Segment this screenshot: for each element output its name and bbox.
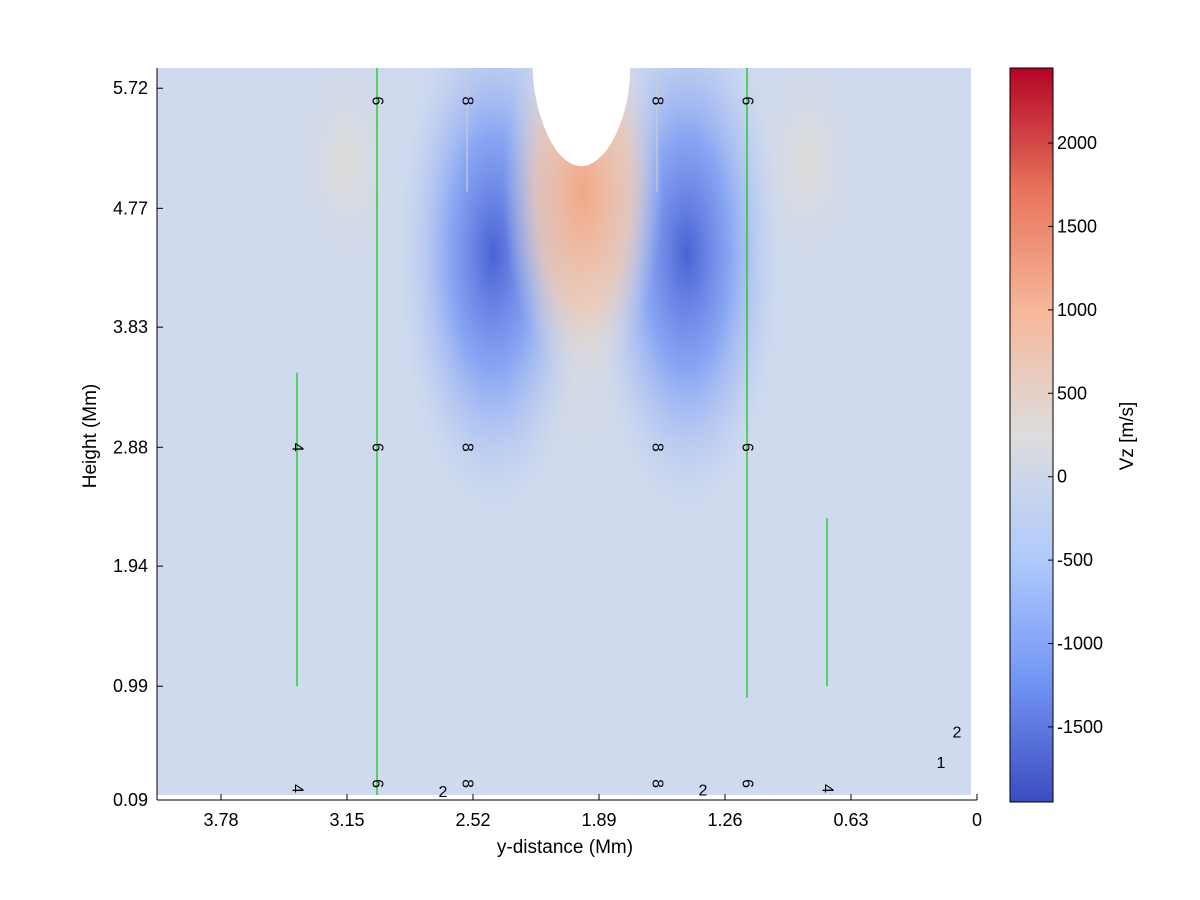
y-axis-ticks: 0.09 0.99 1.94 2.88 3.83 4.77 5.72 — [113, 78, 163, 810]
y-axis-label: Height (Mm) — [80, 384, 101, 489]
x-tick-label: 1.89 — [581, 810, 616, 830]
x-tick-label: 0 — [972, 810, 982, 830]
y-tick-label: 3.83 — [113, 317, 148, 337]
colorbar-tick-label: -1500 — [1057, 717, 1103, 737]
field-line-label: 4 — [289, 784, 306, 793]
contour-label: 2 — [699, 783, 708, 800]
field-line-label: 6 — [739, 779, 756, 788]
field-line-label: 6 — [739, 443, 756, 452]
field-line-label: 8 — [649, 779, 666, 788]
y-tick-label: 5.72 — [113, 78, 148, 98]
colorbar-tick-label: -500 — [1057, 550, 1093, 570]
field-line-label: 8 — [649, 443, 666, 452]
field-line-label: 8 — [459, 96, 476, 105]
colorbar-label: Vz [m/s] — [1117, 402, 1138, 471]
x-tick-label: 3.78 — [203, 810, 238, 830]
y-tick-label: 1.94 — [113, 556, 148, 576]
field-line-label: 4 — [819, 784, 836, 793]
contour-label: 2 — [953, 724, 962, 741]
colorbar-gradient — [1009, 67, 1054, 803]
contour-label: 1 — [937, 755, 946, 772]
field-line-label: 8 — [649, 96, 666, 105]
x-axis-label: y-distance (Mm) — [497, 837, 633, 858]
heatmap-field — [157, 68, 971, 800]
colorbar-ticks: -1500 -1000 -500 0 500 1000 1500 2000 — [1048, 133, 1103, 737]
y-tick-label: 0.09 — [113, 790, 148, 810]
colorbar-tick-label: 2000 — [1057, 133, 1097, 153]
field-line-label: 6 — [369, 96, 386, 105]
x-tick-label: 0.63 — [833, 810, 868, 830]
contour-label: 2 — [439, 784, 448, 801]
y-tick-label: 0.99 — [113, 676, 148, 696]
y-tick-label: 2.88 — [113, 437, 148, 457]
colorbar-tick-label: -1000 — [1057, 634, 1103, 654]
colorbar-tick-label: 0 — [1057, 467, 1067, 487]
colorbar — [1009, 67, 1054, 803]
x-tick-label: 1.26 — [707, 810, 742, 830]
field-line-label: 6 — [739, 96, 756, 105]
saturated-region — [532, 68, 630, 167]
vz-feature-weak-upflow — [292, 68, 402, 284]
field-line-label: 4 — [289, 443, 306, 452]
magnetic-field-lines — [296, 68, 828, 795]
colorbar-tick-label: 500 — [1057, 383, 1087, 403]
field-line-label: 8 — [459, 443, 476, 452]
y-tick-label: 4.77 — [113, 198, 148, 218]
x-tick-label: 3.15 — [329, 810, 364, 830]
bottom-margin — [157, 795, 971, 800]
plot-axes — [156, 68, 977, 801]
x-tick-label: 2.52 — [455, 810, 490, 830]
field-line-label: 6 — [369, 779, 386, 788]
colorbar-tick-label: 1000 — [1057, 300, 1097, 320]
colorbar-tick-label: 1500 — [1057, 216, 1097, 236]
x-axis-ticks: 3.78 3.15 2.52 1.89 1.26 0.63 0 — [203, 794, 982, 830]
field-line-label: 6 — [369, 443, 386, 452]
vz-feature-upflow-saturated — [503, 68, 663, 383]
field-line-label: 8 — [459, 779, 476, 788]
